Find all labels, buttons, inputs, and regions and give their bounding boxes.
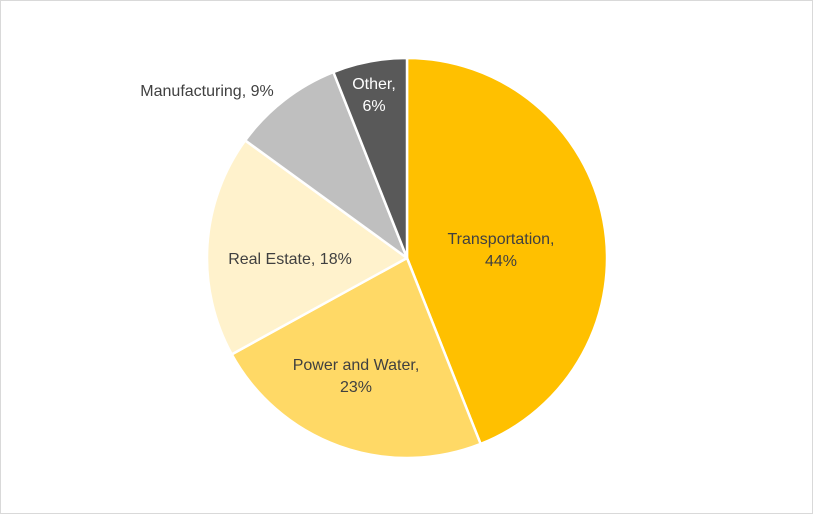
pie-slice-transportation (405, 56, 609, 446)
data-label-other: Other, 6% (352, 76, 396, 115)
data-label-real-estate: Real Estate, 18% (228, 251, 352, 268)
data-label-transportation: Transportation, 44% (447, 231, 554, 270)
data-label-manufacturing: Manufacturing, 9% (140, 83, 273, 100)
pie-slice-power-and-water (230, 256, 482, 460)
pie-slice-real-estate (205, 139, 409, 356)
pie-labels: Transportation, 44% Power and Water, 23% Rea… (140, 76, 554, 396)
pie-slice-other (332, 56, 409, 260)
data-label-power-and-water: Power and Water, 23% (293, 357, 420, 396)
pie-slice-manufacturing (243, 70, 409, 260)
pie-slices (205, 56, 609, 460)
